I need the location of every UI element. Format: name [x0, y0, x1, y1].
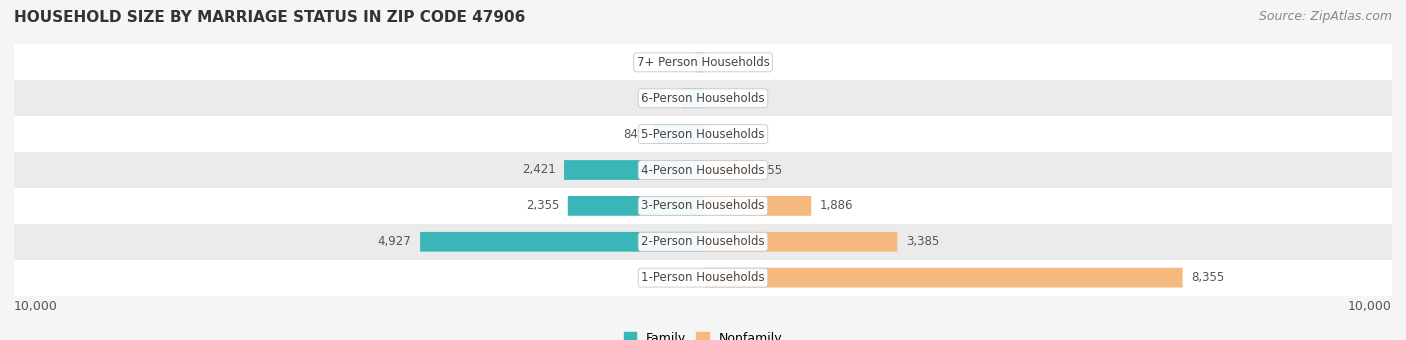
Bar: [0, 45, 1406, 80]
Bar: [0, 224, 1406, 260]
Text: 164: 164: [721, 128, 744, 141]
Bar: [0, 80, 1406, 116]
Text: 1,886: 1,886: [820, 199, 853, 212]
FancyBboxPatch shape: [568, 196, 703, 216]
Bar: [0, 188, 1406, 224]
Text: 34: 34: [714, 56, 728, 69]
Text: 1-Person Households: 1-Person Households: [641, 271, 765, 284]
Text: 6-Person Households: 6-Person Households: [641, 92, 765, 105]
FancyBboxPatch shape: [420, 232, 703, 252]
Text: 4,927: 4,927: [378, 235, 412, 248]
Bar: [0, 260, 1406, 295]
FancyBboxPatch shape: [682, 88, 703, 108]
Text: 2,355: 2,355: [526, 199, 560, 212]
Text: 10,000: 10,000: [14, 300, 58, 313]
FancyBboxPatch shape: [703, 124, 713, 144]
Text: 3-Person Households: 3-Person Households: [641, 199, 765, 212]
Bar: [0, 152, 1406, 188]
FancyBboxPatch shape: [703, 232, 897, 252]
Text: 2,421: 2,421: [522, 164, 555, 176]
Text: 8,355: 8,355: [1191, 271, 1225, 284]
FancyBboxPatch shape: [703, 196, 811, 216]
Bar: [0, 116, 1406, 152]
FancyBboxPatch shape: [696, 52, 703, 72]
Text: 2-Person Households: 2-Person Households: [641, 235, 765, 248]
Text: 10,000: 10,000: [1348, 300, 1392, 313]
FancyBboxPatch shape: [703, 52, 704, 72]
FancyBboxPatch shape: [703, 160, 752, 180]
Text: 5-Person Households: 5-Person Households: [641, 128, 765, 141]
Text: Source: ZipAtlas.com: Source: ZipAtlas.com: [1258, 10, 1392, 23]
Text: 4-Person Households: 4-Person Households: [641, 164, 765, 176]
FancyBboxPatch shape: [654, 124, 703, 144]
Text: 3,385: 3,385: [905, 235, 939, 248]
Legend: Family, Nonfamily: Family, Nonfamily: [619, 327, 787, 340]
Text: 855: 855: [761, 164, 783, 176]
Text: 364: 364: [651, 92, 673, 105]
FancyBboxPatch shape: [564, 160, 703, 180]
FancyBboxPatch shape: [703, 268, 1182, 288]
Text: HOUSEHOLD SIZE BY MARRIAGE STATUS IN ZIP CODE 47906: HOUSEHOLD SIZE BY MARRIAGE STATUS IN ZIP…: [14, 10, 526, 25]
Text: 124: 124: [665, 56, 688, 69]
Text: 7+ Person Households: 7+ Person Households: [637, 56, 769, 69]
Text: 848: 848: [623, 128, 645, 141]
